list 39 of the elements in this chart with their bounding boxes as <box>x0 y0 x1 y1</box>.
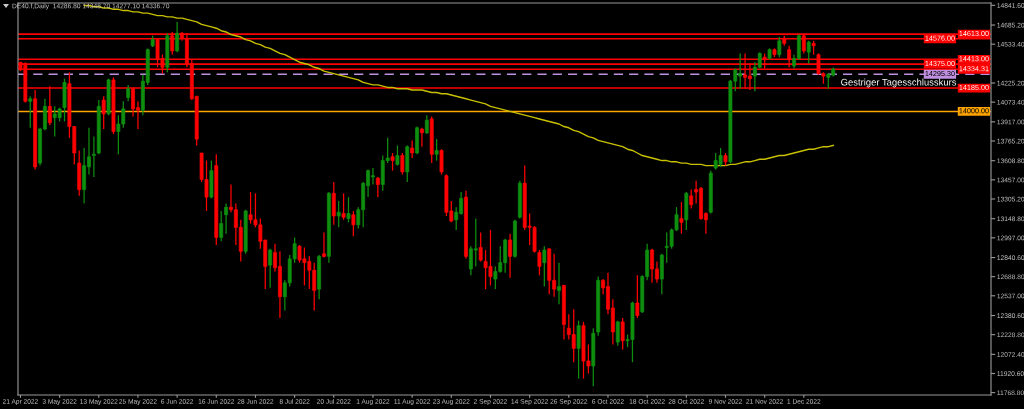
candlestick <box>679 201 684 235</box>
candlestick <box>659 253 664 295</box>
candlestick <box>424 114 429 135</box>
candlestick <box>615 320 620 347</box>
candlestick <box>434 138 439 162</box>
candlestick <box>331 181 336 226</box>
candlestick <box>542 245 547 288</box>
candlestick <box>620 317 625 351</box>
line-series <box>83 4 834 167</box>
candlestick <box>351 210 356 237</box>
candlestick <box>635 274 640 319</box>
candlestick <box>341 192 346 221</box>
candlestick <box>508 233 512 279</box>
candlestick <box>493 265 498 290</box>
candlestick <box>82 147 87 205</box>
candlestick <box>219 210 224 242</box>
candlestick <box>101 95 106 130</box>
candlestick <box>175 21 180 53</box>
candlestick <box>395 144 400 167</box>
candlestick <box>537 249 542 276</box>
candlestick <box>473 217 478 268</box>
candlestick <box>400 152 405 176</box>
candlestick <box>91 135 96 178</box>
candlestick <box>557 262 561 305</box>
candlestick <box>224 202 228 235</box>
candlestick <box>478 231 483 263</box>
candlestick <box>28 95 33 129</box>
candlestick <box>571 308 576 363</box>
candlestick <box>410 139 415 159</box>
candlestick <box>689 188 694 210</box>
candlestick <box>346 196 351 223</box>
candlestick <box>439 148 444 176</box>
candlestick <box>576 320 581 380</box>
candlestick <box>322 231 326 259</box>
candlestick <box>777 36 782 58</box>
candlestick <box>268 248 273 289</box>
candlestick <box>336 200 341 228</box>
text: Gestriger Tagesschlusskurs <box>841 78 957 88</box>
candlestick <box>375 176 380 198</box>
